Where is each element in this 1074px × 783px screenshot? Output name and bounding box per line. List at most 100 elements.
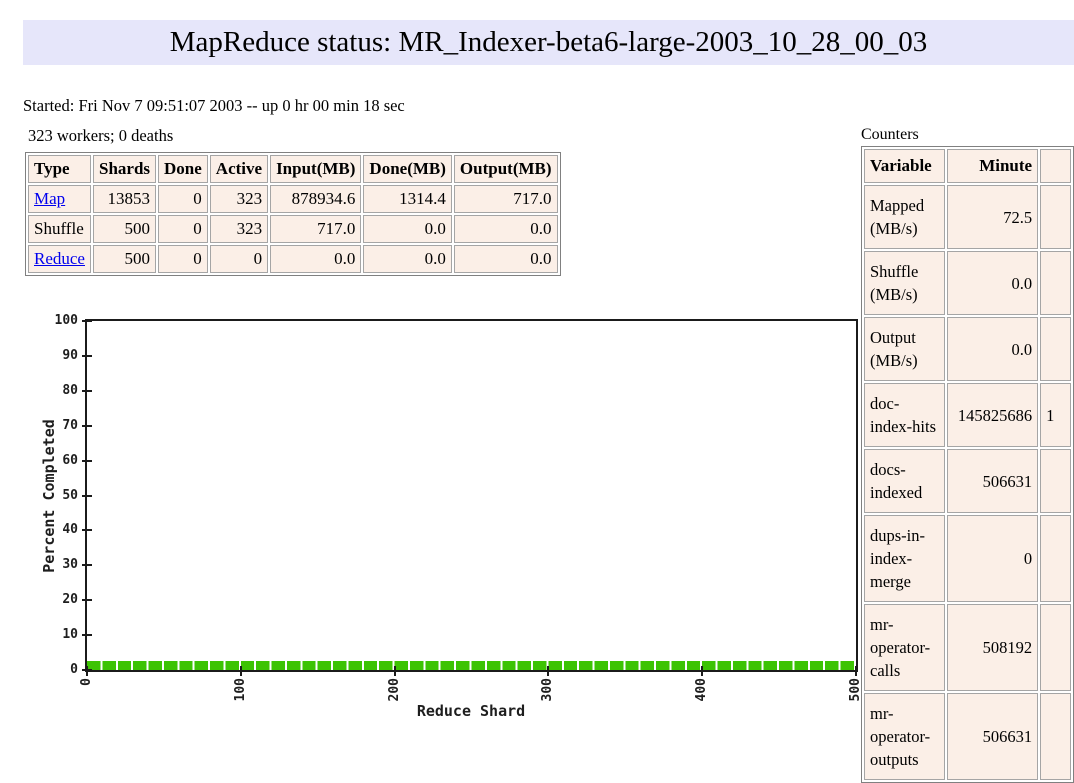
shard-table-header-row: Type Shards Done Active Input(MB) Done(MB) Out… (28, 155, 558, 183)
y-tick-label: 70 (62, 418, 78, 433)
counter-variable: Output (MB/s) (864, 317, 945, 381)
counters-column-header (1040, 149, 1071, 183)
counters-header-row: Variable Minute (864, 149, 1071, 183)
cell-value: 323 (209, 185, 269, 213)
column-header-outputmb: Output(MB) (453, 155, 558, 183)
counter-row: docs-indexed 506631 (864, 449, 1071, 513)
counter-variable: docs-indexed (864, 449, 945, 513)
counters-table: Variable Minute Mapped (MB/s) 72.5 Shuffle … (861, 146, 1074, 783)
cell-value: 0.0 (453, 245, 558, 273)
cell-type: Shuffle (28, 215, 91, 243)
counter-row: Mapped (MB/s) 72.5 (864, 185, 1071, 249)
column-header-type: Type (28, 155, 91, 183)
counter-clipped-value (1040, 693, 1071, 780)
y-tick-mark (82, 355, 92, 357)
x-tick-mark (855, 666, 857, 676)
counters-column-header: Variable (864, 149, 945, 183)
counter-minute-value: 0.0 (946, 251, 1039, 315)
cell-value: 0.0 (363, 245, 452, 273)
counters-table-body: Mapped (MB/s) 72.5 Shuffle (MB/s) 0.0 Output… (864, 185, 1071, 780)
y-tick-label: 0 (70, 662, 78, 677)
y-tick-mark (82, 460, 92, 462)
cell-value: 323 (209, 215, 269, 243)
y-tick-label: 30 (62, 557, 78, 572)
counter-clipped-value (1040, 251, 1071, 315)
y-tick-label: 80 (62, 383, 78, 398)
x-tick-mark (240, 666, 242, 676)
column-header-inputmb: Input(MB) (270, 155, 362, 183)
counter-clipped-value (1040, 449, 1071, 513)
cell-value: 0.0 (270, 245, 362, 273)
y-tick-mark (82, 320, 92, 322)
started-status-line: Started: Fri Nov 7 09:51:07 2003 -- up 0… (23, 96, 405, 115)
table-row: Map 13853 0 323 878934.6 1314.4 717.0 (28, 185, 558, 213)
counter-row: Output (MB/s) 0.0 (864, 317, 1071, 381)
column-header-donemb: Done(MB) (363, 155, 452, 183)
counter-minute-value: 0 (946, 515, 1039, 602)
y-tick-label: 40 (62, 522, 78, 537)
x-tick-label: 100 (233, 678, 248, 702)
counter-minute-value: 506631 (946, 693, 1039, 780)
x-tick-mark (394, 666, 396, 676)
shard-table-body: Map 13853 0 323 878934.6 1314.4 717.0 Shuffle 50… (28, 185, 558, 273)
y-tick-label: 20 (62, 592, 78, 607)
counters-table-header: Variable Minute (864, 149, 1071, 183)
cell-value: 0.0 (363, 215, 452, 243)
cell-value: 0.0 (453, 215, 558, 243)
cell-value: 0 (209, 245, 269, 273)
cell-value: 500 (92, 245, 157, 273)
column-header-done: Done (158, 155, 208, 183)
counter-row: mr-operator-outputs 506631 (864, 693, 1071, 780)
counter-clipped-value (1040, 185, 1071, 249)
x-tick-mark (86, 666, 88, 676)
shard-table-header: Type Shards Done Active Input(MB) Done(MB) Out… (28, 155, 558, 183)
page-title: MapReduce status: MR_Indexer-beta6-large… (23, 20, 1074, 65)
y-tick-label: 10 (62, 627, 78, 642)
cell-value: 0 (158, 245, 208, 273)
cell-type: Reduce (28, 245, 91, 273)
cell-value: 0 (158, 215, 208, 243)
x-tick-mark (701, 666, 703, 676)
y-tick-mark (82, 564, 92, 566)
cell-value: 1314.4 (363, 185, 452, 213)
map-link[interactable]: Map (34, 189, 66, 208)
y-axis-label: Percent Completed (40, 419, 58, 573)
workers-status-line: 323 workers; 0 deaths (28, 126, 174, 145)
x-tick-label: 0 (79, 678, 94, 686)
shard-status-table: Type Shards Done Active Input(MB) Done(MB) Out… (25, 152, 561, 276)
counter-clipped-value (1040, 604, 1071, 691)
counter-row: mr-operator-calls 508192 (864, 604, 1071, 691)
cell-value: 13853 (92, 185, 157, 213)
counter-minute-value: 506631 (946, 449, 1039, 513)
y-tick-label: 100 (54, 313, 78, 328)
column-header-active: Active (209, 155, 269, 183)
y-tick-mark (82, 529, 92, 531)
y-tick-mark (82, 669, 92, 671)
x-tick-mark (547, 666, 549, 676)
counter-minute-value: 72.5 (946, 185, 1039, 249)
x-tick-label: 400 (694, 678, 709, 702)
y-tick-mark (82, 599, 92, 601)
counter-minute-value: 508192 (946, 604, 1039, 691)
cell-value: 878934.6 (270, 185, 362, 213)
y-tick-mark (82, 495, 92, 497)
counter-variable: dups-in-index-merge (864, 515, 945, 602)
counters-column-header: Minute (946, 149, 1039, 183)
y-tick-label: 60 (62, 453, 78, 468)
counter-clipped-value (1040, 515, 1071, 602)
counter-variable: doc-index-hits (864, 383, 945, 447)
table-row: Shuffle 500 0 323 717.0 0.0 0.0 (28, 215, 558, 243)
x-tick-label: 200 (387, 678, 402, 702)
cell-type: Map (28, 185, 91, 213)
column-header-shards: Shards (92, 155, 157, 183)
counter-minute-value: 0.0 (946, 317, 1039, 381)
progress-bars (87, 661, 856, 670)
cell-value: 717.0 (453, 185, 558, 213)
page-title-text: MapReduce status: MR_Indexer-beta6-large… (169, 26, 928, 58)
x-tick-label: 300 (540, 678, 555, 702)
reduce-link[interactable]: Reduce (34, 249, 85, 268)
counter-variable: Shuffle (MB/s) (864, 251, 945, 315)
y-tick-mark (82, 634, 92, 636)
cell-value: 500 (92, 215, 157, 243)
chart-plot-area (82, 319, 858, 676)
